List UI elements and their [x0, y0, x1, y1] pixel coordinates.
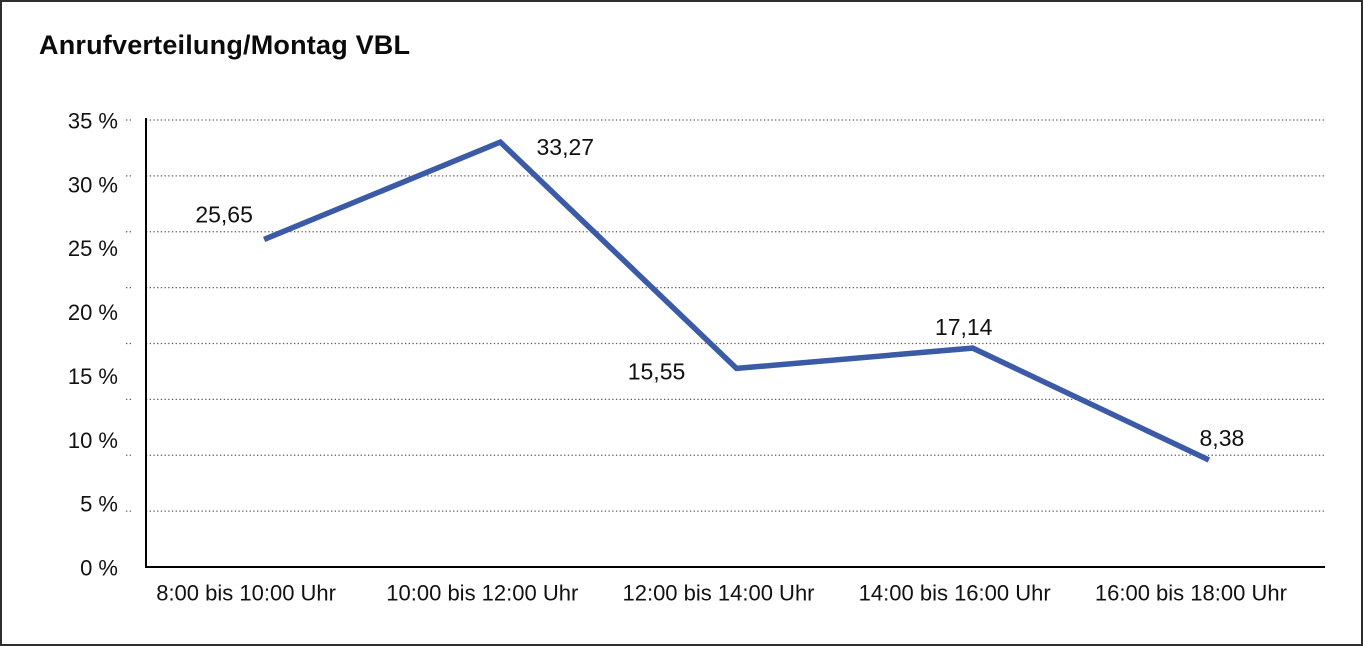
- data-line: [263, 138, 1211, 463]
- data-point-label: 15,55: [628, 358, 686, 384]
- data-point-label: 25,65: [195, 201, 253, 227]
- y-tick-label: 0 %: [80, 556, 118, 581]
- y-tick-label: 5 %: [80, 492, 118, 517]
- data-point-label: 17,14: [935, 314, 993, 340]
- x-category-label: 14:00 bis 16:00 Uhr: [859, 581, 1051, 606]
- data-point-label: 8,38: [1200, 425, 1245, 451]
- y-tick-label: 30 %: [68, 172, 118, 197]
- data-point-label: 33,27: [537, 134, 595, 160]
- x-category-label: 8:00 bis 10:00 Uhr: [156, 581, 336, 606]
- chart-title: Anrufverteilung/Montag VBL: [39, 30, 411, 60]
- y-tick-label: 10 %: [68, 428, 118, 453]
- y-tick-label: 25 %: [68, 236, 118, 261]
- x-category-label: 16:00 bis 18:00 Uhr: [1095, 581, 1287, 606]
- x-category-label: 12:00 bis 14:00 Uhr: [622, 581, 814, 606]
- y-tick-label: 15 %: [68, 364, 118, 389]
- y-tick-label: 35 %: [68, 109, 118, 134]
- x-category-label: 10:00 bis 12:00 Uhr: [386, 581, 578, 606]
- y-tick-label: 20 %: [68, 300, 118, 325]
